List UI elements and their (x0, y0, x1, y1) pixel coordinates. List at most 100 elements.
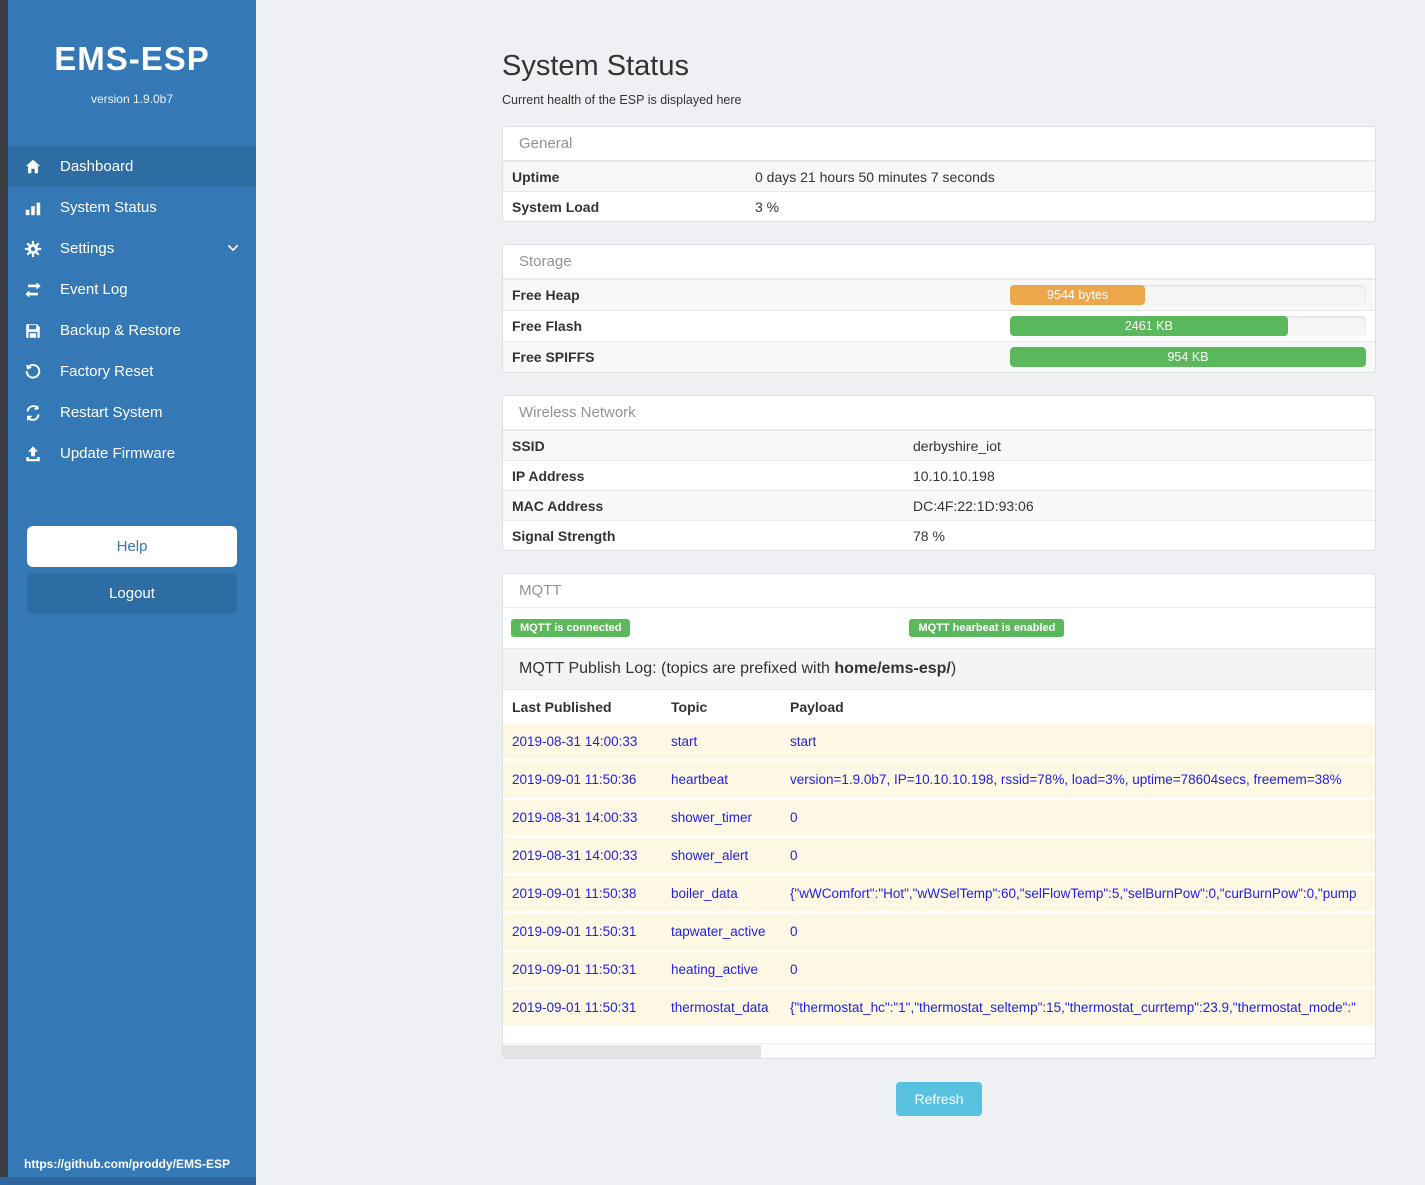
log-time: 2019-09-01 11:50:31 (512, 1000, 637, 1015)
column-header: Last Published (512, 699, 612, 715)
sidebar-item-event-log[interactable]: Event Log (8, 269, 256, 310)
sidebar-item-label: Backup & Restore (60, 322, 181, 339)
sidebar-item-system-status[interactable]: System Status (8, 187, 256, 228)
mqtt-log-row: 2019-09-01 11:50:36 heartbeat version=1.… (503, 762, 1375, 800)
home-icon (22, 157, 44, 177)
log-payload: {"thermostat_hc":"1","thermostat_seltemp… (790, 1000, 1356, 1015)
row-value: 78 % (913, 527, 945, 544)
column-header: Payload (790, 699, 844, 715)
sidebar-bottom-strip (0, 1177, 256, 1185)
table-row: IP Address 10.10.10.198 (503, 460, 1375, 490)
sidebar-item-dashboard[interactable]: Dashboard (8, 146, 256, 187)
sidebar-item-restart-system[interactable]: Restart System (8, 392, 256, 433)
github-link[interactable]: https://github.com/proddy/EMS-ESP (24, 1157, 230, 1171)
sidebar-item-label: Dashboard (60, 158, 134, 175)
table-row: MAC Address DC:4F:22:1D:93:06 (503, 490, 1375, 520)
row-label: IP Address (512, 467, 585, 484)
table-row: Free Flash 2461 KB (503, 310, 1375, 341)
publish-log-text: MQTT Publish Log: (topics are prefixed w… (519, 660, 835, 677)
log-time: 2019-09-01 11:50:31 (512, 962, 637, 977)
table-row: System Load 3 % (503, 191, 1375, 221)
chart-bars-icon (22, 198, 44, 218)
row-value: 3 % (755, 198, 780, 215)
chevron-down-icon (226, 241, 240, 259)
log-time: 2019-08-31 14:00:33 (512, 848, 638, 863)
refresh-button[interactable]: Refresh (896, 1082, 982, 1116)
general-card-title: General (503, 127, 1375, 161)
log-payload: {"wWComfort":"Hot","wWSelTemp":60,"selFl… (790, 886, 1357, 901)
log-topic: start (671, 734, 698, 749)
log-time: 2019-09-01 11:50:38 (512, 886, 637, 901)
mqtt-heartbeat-badge: MQTT hearbeat is enabled (909, 619, 1065, 637)
main-area: System Status Current health of the ESP … (256, 0, 1425, 1185)
row-label: Free SPIFFS (512, 349, 595, 365)
publish-log-topic-prefix: home/ems-esp/ (834, 660, 951, 677)
logout-button[interactable]: Logout (27, 573, 237, 614)
app-title: EMS-ESP (54, 40, 210, 77)
mqtt-log-row: 2019-08-31 14:00:33 shower_timer 0 (503, 800, 1375, 838)
log-payload: 0 (790, 962, 798, 977)
wireless-card: Wireless Network SSID derbyshire_iot IP … (502, 395, 1376, 551)
free-spiffs-progress-track: 954 KB (1010, 347, 1366, 367)
table-row: Free SPIFFS 954 KB (503, 341, 1375, 372)
mqtt-log-row: 2019-09-01 11:50:38 boiler_data {"wWComf… (503, 876, 1375, 914)
general-card: General Uptime 0 days 21 hours 50 minute… (502, 126, 1376, 222)
mqtt-log-row: 2019-09-01 11:50:31 heating_active 0 (503, 952, 1375, 990)
row-value: 10.10.10.198 (913, 467, 995, 484)
sidebar-item-label: Restart System (60, 404, 163, 421)
mqtt-card-title: MQTT (503, 574, 1375, 608)
log-time: 2019-09-01 11:50:31 (512, 924, 637, 939)
undo-circle-icon (22, 362, 44, 382)
sidebar-item-label: Factory Reset (60, 363, 154, 380)
app-version: version 1.9.0b7 (90, 92, 174, 106)
log-time: 2019-08-31 14:00:33 (512, 810, 638, 825)
page-subtitle: Current health of the ESP is displayed h… (502, 93, 742, 107)
table-row: Free Heap 9544 bytes (503, 279, 1375, 310)
scrollbar-thumb[interactable] (503, 1045, 761, 1058)
row-value: 0 days 21 hours 50 minutes 7 seconds (755, 168, 995, 185)
sidebar: EMS-ESP version 1.9.0b7 Dashboard System… (0, 0, 256, 1185)
sidebar-item-settings[interactable]: Settings (8, 228, 256, 269)
sidebar-item-backup-restore[interactable]: Backup & Restore (8, 310, 256, 351)
free-heap-progress-track: 9544 bytes (1010, 285, 1366, 305)
log-topic: shower_timer (671, 810, 753, 825)
mqtt-log-row: 2019-09-01 11:50:31 thermostat_data {"th… (503, 990, 1375, 1028)
sidebar-item-factory-reset[interactable]: Factory Reset (8, 351, 256, 392)
sidebar-item-label: System Status (60, 199, 157, 216)
log-topic: heating_active (671, 962, 759, 977)
log-spacer (503, 1028, 1375, 1043)
log-topic: heartbeat (671, 772, 729, 787)
mqtt-connected-badge: MQTT is connected (511, 619, 631, 637)
row-label: MAC Address (512, 497, 604, 514)
mqtt-log-row: 2019-08-31 14:00:33 start start (503, 724, 1375, 762)
sidebar-item-update-firmware[interactable]: Update Firmware (8, 433, 256, 474)
table-row: Signal Strength 78 % (503, 520, 1375, 550)
sidebar-item-label: Event Log (60, 281, 128, 298)
sync-arrows-icon (22, 403, 44, 423)
free-heap-progress-bar: 9544 bytes (1010, 285, 1146, 305)
page-title: System Status (502, 50, 689, 82)
free-flash-progress-bar: 2461 KB (1010, 316, 1288, 336)
column-header: Topic (671, 699, 708, 715)
horizontal-scrollbar[interactable] (503, 1043, 1375, 1058)
sidebar-item-label: Settings (60, 240, 115, 257)
upload-icon (22, 444, 44, 464)
row-label: Free Flash (512, 318, 583, 334)
mqtt-status-row: MQTT is connected MQTT hearbeat is enabl… (503, 608, 1375, 648)
storage-card: Storage Free Heap 9544 bytes Free Flash … (502, 244, 1376, 373)
row-label: Uptime (512, 168, 560, 185)
table-row: SSID derbyshire_iot (503, 430, 1375, 460)
mqtt-log-row: 2019-08-31 14:00:33 shower_alert 0 (503, 838, 1375, 876)
log-payload: version=1.9.0b7, IP=10.10.10.198, rssid=… (790, 772, 1342, 787)
help-button[interactable]: Help (27, 526, 237, 567)
log-topic: shower_alert (671, 848, 749, 863)
mqtt-log-row: 2019-09-01 11:50:31 tapwater_active 0 (503, 914, 1375, 952)
publish-log-close: ) (950, 660, 957, 677)
log-time: 2019-08-31 14:00:33 (512, 734, 638, 749)
row-label: System Load (512, 198, 600, 215)
log-topic: boiler_data (671, 886, 738, 901)
mqtt-log-header-row: Last Published Topic Payload (503, 690, 1375, 724)
mqtt-card: MQTT MQTT is connected MQTT hearbeat is … (502, 573, 1376, 1059)
row-label: SSID (512, 437, 545, 454)
log-payload: start (790, 734, 817, 749)
